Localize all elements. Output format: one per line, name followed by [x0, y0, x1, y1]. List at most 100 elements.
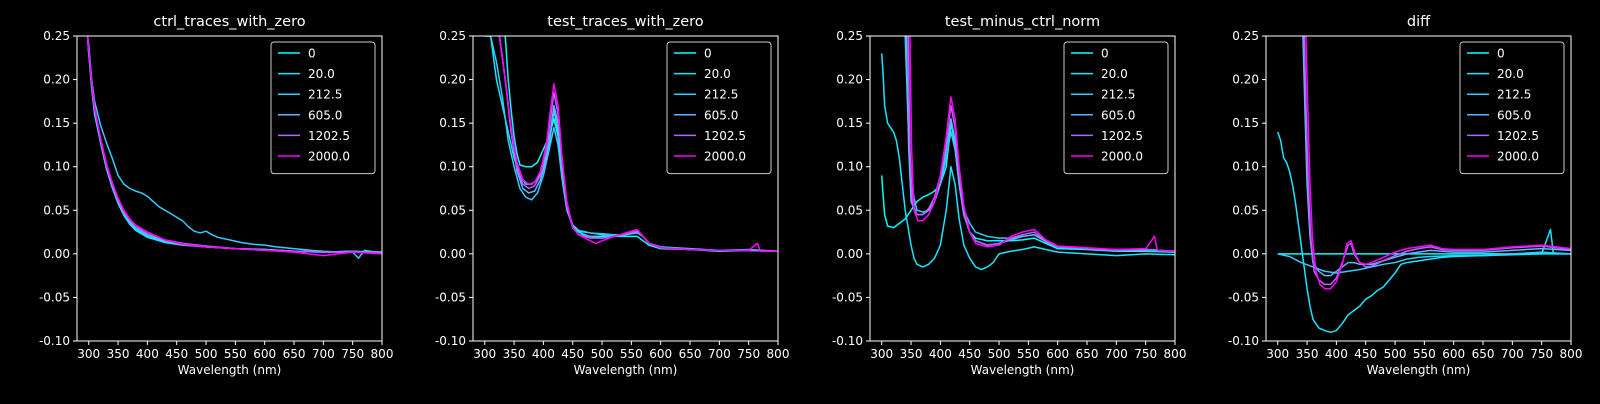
x-tick-label: 400 — [532, 347, 555, 361]
legend: 0 20.0 212.5 605.0 1202.5 2000.0 — [1459, 41, 1565, 175]
x-tick-label: 350 — [503, 347, 526, 361]
legend-label: 2000.0 — [1497, 150, 1539, 164]
plot-frame — [472, 35, 779, 342]
y-tick-label: 0.05 — [836, 203, 863, 217]
series-group — [86, 36, 382, 259]
legend: 0 20.0 212.5 605.0 1202.5 2000.0 — [1063, 41, 1169, 175]
y-tick-label: 0.00 — [43, 247, 70, 261]
x-tick-label: 350 — [107, 347, 130, 361]
y-tick-label: 0.05 — [43, 203, 70, 217]
y-tick-label: -0.05 — [1228, 290, 1259, 304]
x-tick-label: 600 — [649, 347, 672, 361]
legend-box — [270, 41, 376, 175]
x-tick-label: 550 — [620, 347, 643, 361]
y-tick-label: 0.10 — [439, 160, 466, 174]
legend-label: 212.5 — [1497, 88, 1531, 102]
series-line-2000-0 — [1305, 36, 1571, 290]
x-tick-label: 600 — [1442, 347, 1465, 361]
y-tick-label: 0.05 — [1232, 203, 1259, 217]
x-tick-label: 400 — [136, 347, 159, 361]
series-group — [1277, 36, 1571, 334]
legend-label: 212.5 — [1101, 88, 1135, 102]
chart-panel-3: 300 350 400 450 500 550 600 650 700 750 800 -0.10 -0… — [832, 14, 1187, 377]
legend-label: 1202.5 — [308, 129, 350, 143]
legend-box — [1459, 41, 1565, 175]
legend-label: 0 — [308, 47, 316, 61]
y-tick-label: 0.10 — [43, 160, 70, 174]
y-tick-label: -0.05 — [39, 290, 70, 304]
x-tick-label: 550 — [224, 347, 247, 361]
y-tick-label: 0.25 — [1232, 29, 1259, 43]
x-tick-label: 650 — [1076, 347, 1099, 361]
x-axis-label: Wavelength (nm) — [971, 363, 1075, 377]
x-tick-label: 450 — [1354, 347, 1377, 361]
y-tick-label: 0.25 — [439, 29, 466, 43]
y-tick-label: 0.10 — [1232, 160, 1259, 174]
x-tick-label: 450 — [561, 347, 584, 361]
legend-label: 20.0 — [1101, 67, 1128, 81]
chart-title: test_minus_ctrl_norm — [945, 14, 1100, 30]
y-tick-label: 0.00 — [836, 247, 863, 261]
y-tick-label: -0.05 — [435, 290, 466, 304]
x-tick-label: 300 — [473, 347, 496, 361]
legend-label: 2000.0 — [308, 150, 350, 164]
legend-label: 0 — [1101, 47, 1109, 61]
legend-label: 605.0 — [1101, 108, 1135, 122]
series-line-2000-0 — [498, 36, 778, 252]
legend-label: 20.0 — [704, 67, 731, 81]
legend-label: 605.0 — [308, 108, 342, 122]
y-tick-label: -0.10 — [435, 334, 466, 348]
series-group — [484, 36, 778, 252]
legend-label: 1202.5 — [1497, 129, 1539, 143]
chart-panel-1: 300 350 400 450 500 550 600 650 700 750 800 -0.10 -0… — [39, 14, 394, 377]
legend-label: 212.5 — [308, 88, 342, 102]
chart-title: test_traces_with_zero — [547, 14, 704, 30]
x-tick-label: 350 — [900, 347, 923, 361]
x-tick-label: 400 — [929, 347, 952, 361]
series-line-2000-0 — [86, 36, 382, 257]
x-tick-label: 500 — [1384, 347, 1407, 361]
x-tick-label: 400 — [1325, 347, 1348, 361]
x-tick-label: 800 — [1164, 347, 1187, 361]
x-tick-label: 800 — [371, 347, 394, 361]
legend-label: 0 — [1497, 47, 1505, 61]
x-tick-label: 800 — [1560, 347, 1583, 361]
x-tick-label: 750 — [737, 347, 760, 361]
x-axis-label: Wavelength (nm) — [178, 363, 282, 377]
x-tick-label: 700 — [312, 347, 335, 361]
plot-frame — [1265, 35, 1572, 342]
x-tick-label: 650 — [1472, 347, 1495, 361]
y-tick-label: -0.10 — [832, 334, 863, 348]
legend-box — [666, 41, 772, 175]
x-tick-label: 450 — [958, 347, 981, 361]
legend-label: 0 — [704, 47, 712, 61]
x-tick-label: 350 — [1296, 347, 1319, 361]
x-tick-label: 750 — [341, 347, 364, 361]
plot-frame — [76, 35, 383, 342]
series-line-20-0 — [880, 53, 1175, 271]
y-tick-label: 0.15 — [439, 116, 466, 130]
x-tick-label: 300 — [77, 347, 100, 361]
legend-label: 20.0 — [1497, 67, 1524, 81]
series-group — [880, 36, 1175, 271]
y-tick-label: 0.15 — [836, 116, 863, 130]
x-tick-label: 450 — [165, 347, 188, 361]
x-tick-label: 300 — [1266, 347, 1289, 361]
x-tick-label: 750 — [1530, 347, 1553, 361]
x-tick-label: 550 — [1413, 347, 1436, 361]
y-tick-label: 0.25 — [43, 29, 70, 43]
legend-label: 605.0 — [1497, 108, 1531, 122]
y-tick-label: 0.25 — [836, 29, 863, 43]
x-tick-label: 800 — [767, 347, 790, 361]
series-line-2000-0 — [909, 36, 1175, 252]
y-tick-label: -0.05 — [832, 290, 863, 304]
y-tick-label: 0.20 — [836, 73, 863, 87]
x-axis-label: Wavelength (nm) — [1367, 363, 1471, 377]
x-tick-label: 750 — [1134, 347, 1157, 361]
legend: 0 20.0 212.5 605.0 1202.5 2000.0 — [270, 41, 376, 175]
y-tick-label: 0.15 — [43, 116, 70, 130]
x-tick-label: 700 — [708, 347, 731, 361]
legend-label: 2000.0 — [1101, 150, 1143, 164]
